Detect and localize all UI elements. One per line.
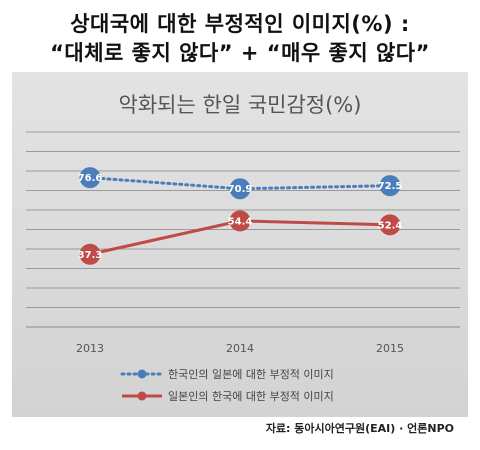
legend-label: 일본인의 한국에 대한 부정적 이미지 [168,389,334,403]
chart-title: 악화되는 한일 국민감정(%) [119,93,362,117]
data-point [79,167,101,189]
data-label: 72.5 [378,181,403,192]
data-label: 37.3 [78,250,103,261]
x-tick-label: 2015 [376,342,404,355]
data-label: 54.4 [228,216,253,227]
data-label: 70.9 [228,184,253,195]
data-point [379,214,401,236]
data-label: 76.6 [78,173,103,184]
data-label: 52.4 [378,220,403,231]
legend-marker [137,391,147,401]
headline-line-1: 상대국에 대한 부정적인 이미지(%) : [70,12,410,36]
data-point [379,175,401,197]
legend-marker [137,369,147,379]
data-point [79,243,101,265]
chart-background [12,72,468,417]
legend-label: 한국인의 일본에 대한 부정적 이미지 [168,367,334,381]
x-tick-label: 2014 [226,342,254,355]
headline-line-2: “대체로 좋지 않다” + “매우 좋지 않다” [50,41,430,65]
source-note: 자료: 동아시아연구원(EAI) · 언론NPO [265,422,454,435]
data-point [229,178,251,200]
data-point [229,210,251,232]
x-tick-label: 2013 [76,342,104,355]
